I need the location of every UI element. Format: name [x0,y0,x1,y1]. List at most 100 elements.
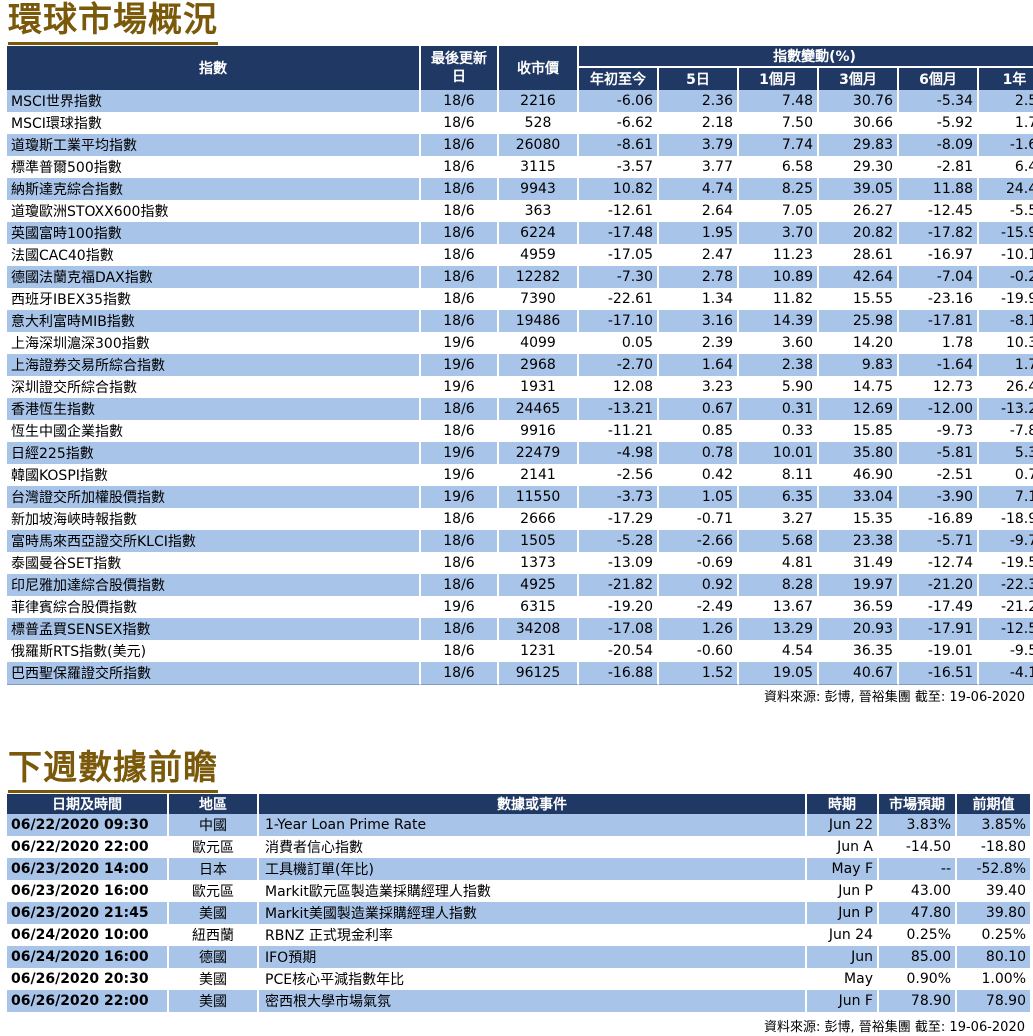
change-5d-cell: 2.36 [659,90,739,112]
change-ytd-cell: -4.98 [579,442,659,464]
change-5d-cell: 3.16 [659,310,739,332]
table-row: 意大利富時MIB指數 18/6 19486 -17.10 3.16 14.39 25.98-… [7,310,1033,332]
change-1m-cell: 2.38 [739,354,819,376]
market-source-note: 資料來源: 彭博, 晉裕集團 截至: 19-06-2020 [764,690,1025,705]
last-update-cell: 18/6 [421,90,499,112]
index-name-cell: 香港恆生指數 [7,398,421,420]
datetime-cell: 06/22/2020 09:30 [7,814,169,836]
change-1y-cell: -0.22 [979,266,1033,288]
change-6m-cell: -9.73 [899,420,979,442]
change-1m-cell: 7.48 [739,90,819,112]
table-row: 06/22/2020 09:30 中國 1-Year Loan Prime Rate… [7,814,1030,836]
change-3m-cell: 26.27 [819,200,899,222]
change-1y-cell: -9.58 [979,640,1033,662]
table-row: 泰國曼谷SET指數 18/6 1373 -13.09 -0.69 4.81 31.49 -12… [7,552,1033,574]
table-row: 06/22/2020 22:00 歐元區 消費者信心指數 Jun A -14.50 -18… [7,836,1030,858]
table-row: 台灣證交所加權股價指數 19/6 11550 -3.73 1.05 6.35 33.04 -3… [7,486,1033,508]
change-5d-cell: 2.39 [659,332,739,354]
close-price-cell: 4959 [499,244,579,266]
index-name-cell: 道瓊斯工業平均指數 [7,134,421,156]
change-6m-cell: -17.82 [899,222,979,244]
change-1y-cell: -12.54 [979,618,1033,640]
change-1m-cell: 6.35 [739,486,819,508]
change-1m-cell: 6.58 [739,156,819,178]
change-3m-cell: 36.59 [819,596,899,618]
change-5d-cell: 4.74 [659,178,739,200]
table-row: 標準普爾500指數 18/6 3115 -3.57 3.77 6.58 29.30 -2.81… [7,156,1033,178]
table-row: 菲律賓綜合股價指數 19/6 6315 -19.20 -2.49 13.67 36.59 -1… [7,596,1033,618]
change-ytd-cell: -8.61 [579,134,659,156]
last-update-cell: 18/6 [421,640,499,662]
last-update-cell: 18/6 [421,552,499,574]
last-update-cell: 19/6 [421,596,499,618]
change-1y-cell: 7.19 [979,486,1033,508]
last-update-cell: 19/6 [421,376,499,398]
table-row: 恆生中國企業指數 18/6 9916 -11.21 0.85 0.33 15.85 -9.73… [7,420,1033,442]
period-cell: Jun 24 [807,924,879,946]
change-6m-cell: -17.91 [899,618,979,640]
change-1y-cell: 1.71 [979,112,1033,134]
change-1y-cell: 5.37 [979,442,1033,464]
table-row: 印尼雅加達綜合股價指數 18/6 4925 -21.82 0.92 8.28 19.97 -2… [7,574,1033,596]
region-cell: 日本 [169,858,259,880]
change-3m-cell: 14.75 [819,376,899,398]
change-1y-cell: -19.52 [979,552,1033,574]
change-3m-cell: 12.69 [819,398,899,420]
event-cell: 1-Year Loan Prime Rate [259,814,807,836]
change-1m-cell: 5.90 [739,376,819,398]
calendar-source-note: 資料來源: 彭博, 晉裕集團 截至: 19-06-2020 [764,1020,1025,1035]
change-1m-cell: 13.67 [739,596,819,618]
previous-cell: 80.10 [957,946,1030,968]
close-price-cell: 4925 [499,574,579,596]
change-ytd-cell: -19.20 [579,596,659,618]
last-update-cell: 18/6 [421,134,499,156]
change-6m-cell: 12.73 [899,376,979,398]
change-1y-cell: 10.30 [979,332,1033,354]
event-cell: Markit美國製造業採購經理人指數 [259,902,807,924]
change-5d-cell: -0.69 [659,552,739,574]
region-cell: 紐西蘭 [169,924,259,946]
change-5d-cell: -2.66 [659,530,739,552]
change-ytd-cell: 0.05 [579,332,659,354]
table-row: 德國法蘭克福DAX指數 18/6 12282 -7.30 2.78 10.89 42.64-… [7,266,1033,288]
datetime-cell: 06/23/2020 14:00 [7,858,169,880]
forecast-cell: 85.00 [879,946,957,968]
region-cell: 歐元區 [169,836,259,858]
change-6m-cell: -16.51 [899,662,979,685]
index-name-cell: 上海證券交易所綜合指數 [7,354,421,376]
change-5d-cell: 1.05 [659,486,739,508]
period-cell: Jun P [807,880,879,902]
close-price-cell: 12282 [499,266,579,288]
change-3m-cell: 20.93 [819,618,899,640]
change-1m-cell: 0.33 [739,420,819,442]
table-row: 納斯達克綜合指數 18/6 9943 10.82 4.74 8.25 39.05 11.88 2… [7,178,1033,200]
change-1m-cell: 7.50 [739,112,819,134]
table-row: 06/23/2020 14:00 日本 工具機訂單(年比) May F -- -52.8% [7,858,1030,880]
last-update-cell: 18/6 [421,310,499,332]
change-6m-cell: -3.90 [899,486,979,508]
change-1m-cell: 0.31 [739,398,819,420]
close-price-cell: 1505 [499,530,579,552]
table-row: 06/24/2020 16:00 德國 IFO預期 Jun 85.00 80.10 [7,946,1030,968]
region-cell: 美國 [169,968,259,990]
change-5d-cell: 2.64 [659,200,739,222]
region-cell: 美國 [169,902,259,924]
index-name-cell: 英國富時100指數 [7,222,421,244]
change-1y-cell: 0.78 [979,464,1033,486]
change-5d-cell: 1.26 [659,618,739,640]
table-row: 深圳證交所綜合指數 19/6 1931 12.08 3.23 5.90 14.75 12.73… [7,376,1033,398]
header-forecast: 市場預期 [879,794,957,814]
previous-cell: 39.80 [957,902,1030,924]
change-1m-cell: 3.70 [739,222,819,244]
change-ytd-cell: -17.29 [579,508,659,530]
header-3m: 3個月 [819,68,899,90]
change-ytd-cell: -3.73 [579,486,659,508]
event-cell: 密西根大學市場氣氛 [259,990,807,1012]
close-price-cell: 9943 [499,178,579,200]
change-ytd-cell: -12.61 [579,200,659,222]
index-name-cell: MSCI世界指數 [7,90,421,112]
change-1y-cell: 26.48 [979,376,1033,398]
last-update-cell: 18/6 [421,508,499,530]
change-3m-cell: 19.97 [819,574,899,596]
change-ytd-cell: -6.06 [579,90,659,112]
